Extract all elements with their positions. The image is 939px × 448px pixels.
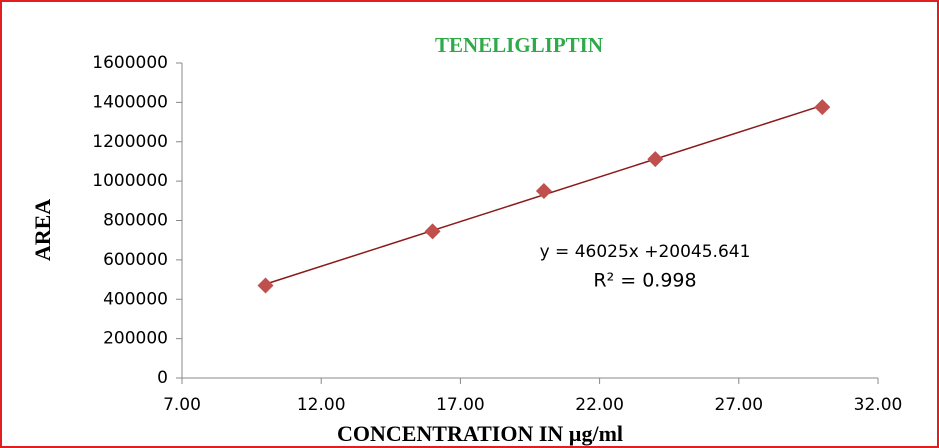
chart-title: TENELIGLIPTIN [435,33,603,57]
x-tick-label: 17.00 [436,395,485,415]
x-tick-label: 22.00 [575,395,624,415]
y-tick-label: 400000 [103,289,168,309]
y-axis-label: AREA [30,199,55,261]
y-tick-label: 800000 [103,211,168,231]
x-tick-label: 12.00 [297,395,346,415]
y-tick-label: 1200000 [92,132,168,152]
y-tick-label: 1600000 [92,53,168,73]
x-tick-label: 27.00 [714,395,763,415]
data-point [647,151,664,168]
r-squared: R² = 0.998 [593,270,696,292]
x-tick-label: 32.00 [854,395,903,415]
y-tick-label: 0 [157,368,168,388]
y-tick-label: 600000 [103,250,168,270]
y-tick-label: 1000000 [92,171,168,191]
data-point [424,223,441,240]
data-point [535,182,552,199]
y-tick-label: 200000 [103,329,168,349]
x-tick-label: 7.00 [163,395,201,415]
x-axis-label: CONCENTRATION IN µg/ml [337,421,623,446]
equation: y = 46025x +20045.641 [540,242,751,262]
y-tick-label: 1400000 [92,92,168,112]
data-point [257,277,274,294]
data-point [814,99,831,116]
